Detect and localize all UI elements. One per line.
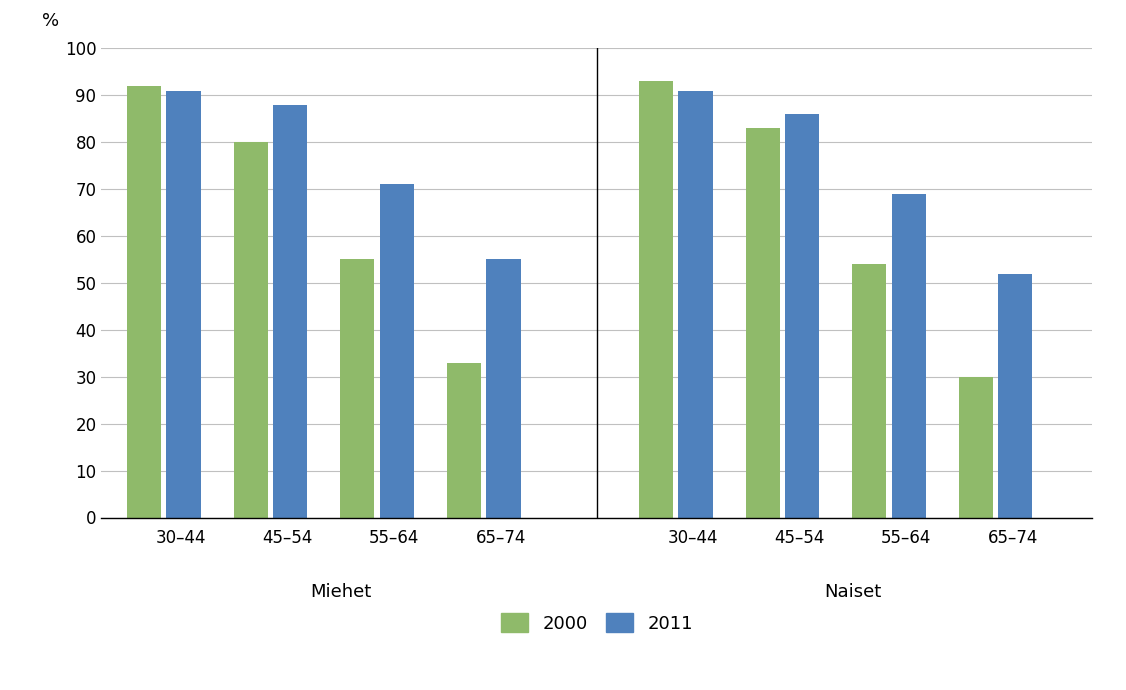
Text: %: %: [42, 12, 59, 30]
Bar: [379, 184, 414, 518]
Bar: [486, 259, 520, 518]
Bar: [638, 81, 673, 518]
Bar: [892, 194, 926, 518]
Bar: [233, 142, 268, 518]
Bar: [785, 114, 820, 518]
Legend: 2000, 2011: 2000, 2011: [493, 606, 700, 640]
Bar: [852, 264, 886, 518]
Bar: [127, 86, 161, 518]
Bar: [999, 273, 1033, 518]
Bar: [340, 259, 374, 518]
Bar: [447, 363, 481, 518]
Bar: [745, 128, 779, 518]
Text: Miehet: Miehet: [310, 583, 372, 601]
Bar: [274, 105, 307, 518]
Bar: [678, 90, 713, 518]
Text: Naiset: Naiset: [824, 583, 882, 601]
Bar: [167, 90, 200, 518]
Bar: [959, 377, 993, 518]
